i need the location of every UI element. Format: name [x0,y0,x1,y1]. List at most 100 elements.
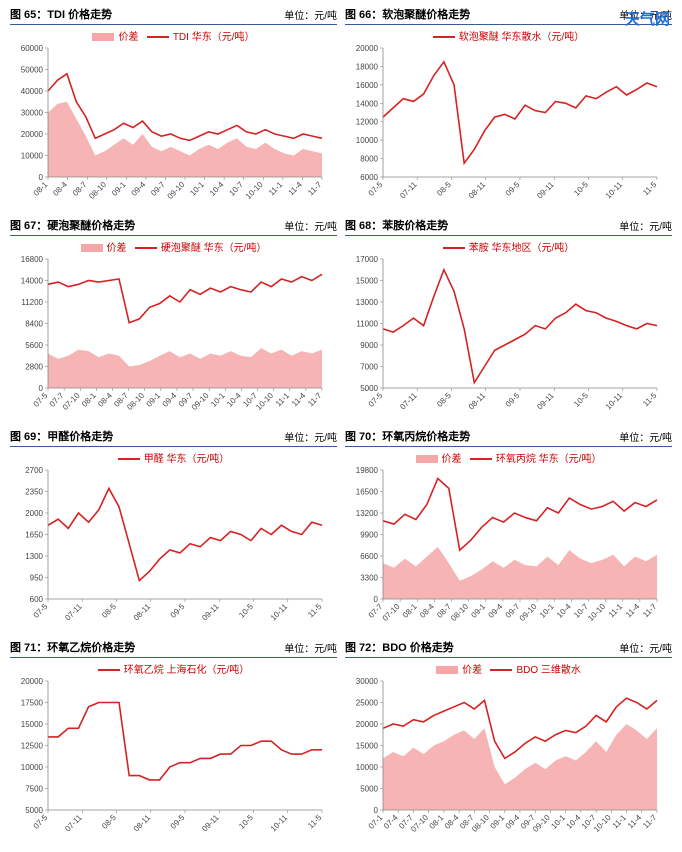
chart-title-row: 图 71：环氧乙烷价格走势 单位：元/吨 [10,639,337,658]
svg-text:3300: 3300 [360,574,378,583]
svg-text:11-5: 11-5 [306,602,324,620]
svg-text:10000: 10000 [21,152,44,161]
chart-panel-c66: 图 66：软泡聚醚价格走势 单位：元/吨 软泡聚醚 华东散水（元/吨） 6000… [341,4,676,215]
svg-text:09-1: 09-1 [489,813,507,831]
chart-title-row: 图 67：硬泡聚醚价格走势 单位：元/吨 [10,217,337,236]
svg-text:12000: 12000 [356,118,379,127]
svg-text:09-4: 09-4 [130,180,148,198]
svg-text:10-4: 10-4 [555,602,573,620]
svg-text:09-4: 09-4 [487,602,505,620]
chart-title-row: 图 72：BDO 价格走势 单位：元/吨 [345,639,672,658]
svg-text:07-10: 07-10 [61,391,82,412]
svg-text:40000: 40000 [21,87,44,96]
svg-text:10-11: 10-11 [269,813,290,834]
svg-text:10-10: 10-10 [254,391,275,412]
svg-text:10-5: 10-5 [237,602,255,620]
svg-text:08-11: 08-11 [467,180,488,201]
svg-text:09-5: 09-5 [504,180,522,198]
svg-text:30000: 30000 [356,677,379,686]
legend-line-swatch [147,36,169,38]
svg-text:09-7: 09-7 [149,180,167,198]
svg-text:11-1: 11-1 [611,813,629,831]
legend-line-swatch [118,458,140,460]
svg-text:5000: 5000 [25,806,43,815]
svg-text:10-1: 10-1 [538,602,556,620]
svg-text:8000: 8000 [360,155,378,164]
chart-grid: 图 65：TDI 价格走势 单位：元/吨 价差 TDI 华东（元/吨） 0100… [0,0,682,852]
legend-area-label: 价差 [462,665,482,676]
svg-text:14000: 14000 [356,99,379,108]
svg-text:08-4: 08-4 [51,180,69,198]
svg-text:10000: 10000 [21,763,44,772]
svg-text:09-11: 09-11 [200,602,221,623]
svg-text:09-10: 09-10 [190,391,211,412]
svg-text:08-1: 08-1 [80,391,98,409]
legend-line-label: 硬泡聚醚 华东（元/吨） [161,243,267,254]
svg-text:09-5: 09-5 [169,813,187,831]
svg-text:08-10: 08-10 [125,391,146,412]
svg-text:08-10: 08-10 [87,180,108,201]
svg-text:14000: 14000 [21,277,44,286]
svg-text:09-11: 09-11 [535,391,556,412]
svg-text:5600: 5600 [25,341,43,350]
svg-text:9000: 9000 [360,341,378,350]
chart-svg: 05000100001500020000250003000007-107-407… [345,677,665,842]
svg-text:9900: 9900 [360,531,378,540]
svg-text:08-5: 08-5 [100,602,118,620]
svg-text:07-5: 07-5 [367,180,385,198]
svg-text:07-11: 07-11 [398,180,419,201]
svg-text:09-5: 09-5 [504,391,522,409]
svg-text:19800: 19800 [356,466,379,475]
svg-text:11-5: 11-5 [641,180,659,198]
legend-line-label: 苯胺 华东地区（元/吨） [469,243,575,254]
svg-text:08-1: 08-1 [428,813,446,831]
chart-legend: 环氧乙烷 上海石化（元/吨） [10,661,337,676]
legend-line-swatch [135,247,157,249]
legend-line-label: 环氧丙烷 华东（元/吨） [496,454,602,465]
chart-unit: 单位：元/吨 [284,640,337,655]
svg-text:13200: 13200 [356,509,379,518]
svg-text:08-5: 08-5 [435,391,453,409]
svg-text:8400: 8400 [25,320,43,329]
svg-text:08-4: 08-4 [96,391,114,409]
legend-line-label: TDI 华东（元/吨） [173,32,255,43]
svg-text:7500: 7500 [25,785,43,794]
svg-text:07-5: 07-5 [32,813,50,831]
svg-text:09-5: 09-5 [169,602,187,620]
svg-text:11000: 11000 [356,320,378,329]
svg-text:15000: 15000 [356,277,379,286]
svg-text:09-10: 09-10 [531,813,552,834]
legend-area-swatch [436,666,458,674]
svg-text:09-11: 09-11 [200,813,221,834]
svg-text:20000: 20000 [21,130,44,139]
legend-area-label: 价差 [442,454,462,465]
svg-text:10000: 10000 [356,763,379,772]
chart-legend: 苯胺 华东地区（元/吨） [345,239,672,254]
svg-text:1650: 1650 [25,531,43,540]
svg-text:10-4: 10-4 [208,180,226,198]
legend-area-swatch [81,244,103,252]
svg-text:10-1: 10-1 [209,391,227,409]
svg-text:09-4: 09-4 [161,391,179,409]
svg-text:16000: 16000 [356,81,379,90]
svg-text:10-11: 10-11 [269,602,290,623]
svg-text:10-4: 10-4 [225,391,243,409]
legend-line-swatch [443,247,465,249]
svg-text:11-1: 11-1 [607,602,625,620]
svg-text:08-7: 08-7 [71,180,89,198]
svg-text:10-7: 10-7 [227,180,245,198]
svg-text:11-5: 11-5 [306,813,324,831]
svg-text:07-11: 07-11 [63,813,84,834]
chart-title: 图 67：硬泡聚醚价格走势 [10,217,135,233]
svg-text:07-5: 07-5 [32,602,50,620]
legend-line-label: 软泡聚醚 华东散水（元/吨） [459,32,585,43]
svg-text:11-1: 11-1 [267,180,285,198]
svg-text:07-4: 07-4 [382,813,400,831]
svg-text:07-11: 07-11 [63,602,84,623]
legend-line-label: 环氧乙烷 上海石化（元/吨） [124,665,250,676]
svg-text:10-1: 10-1 [188,180,206,198]
chart-title: 图 70：环氧丙烷价格走势 [345,428,470,444]
svg-text:08-4: 08-4 [418,602,436,620]
svg-text:5000: 5000 [360,384,378,393]
svg-text:15000: 15000 [21,720,44,729]
